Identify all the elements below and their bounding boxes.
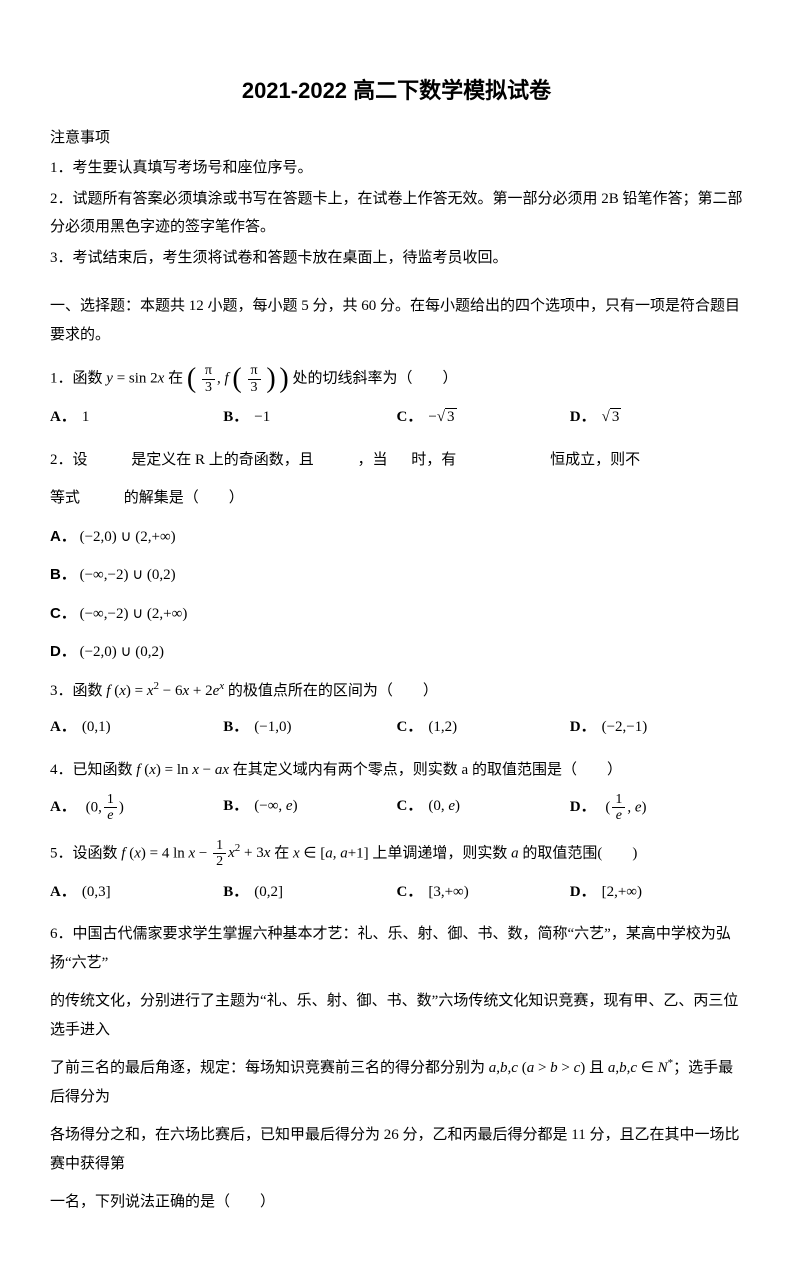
lparen-icon: (: [232, 363, 241, 394]
q2-opt-b: B． (−∞,−2) ∪ (0,2): [50, 561, 743, 590]
lparen-icon: (: [187, 363, 196, 394]
q4-fx: f (x) = ln x − ax: [136, 762, 229, 778]
q1-f: f: [225, 371, 229, 387]
note-1: 1．考生要认真填写考场号和座位序号。: [50, 154, 743, 183]
q1-func: y = sin 2x: [106, 371, 164, 387]
question-1: 1．函数 y = sin 2x 在 ( π 3 , f ( π 3 ) ) 处的…: [50, 363, 743, 395]
question-5: 5．设函数 f (x) = 4 ln x − 12x2 + 3x 在 x ∈ […: [50, 838, 743, 870]
q5-opt-b: B．(0,2]: [223, 878, 396, 907]
q6-abc: a,b,c (a > b > c): [489, 1060, 586, 1076]
q1-opt-c: C．−√3: [397, 403, 570, 432]
q1-frac-a: π 3: [202, 363, 215, 395]
q2-l1c: ，当: [358, 452, 388, 468]
q2-opt-d: D． (−2,0) ∪ (0,2): [50, 638, 743, 667]
question-6-l4: 各场得分之和，在六场比赛后，已知甲最后得分为 26 分，乙和丙最后得分都是 11…: [50, 1121, 743, 1178]
rparen-icon: ): [266, 363, 275, 394]
question-6-l1: 6．中国古代儒家要求学生掌握六种基本才艺：礼、乐、射、御、书、数，简称“六艺”，…: [50, 920, 743, 977]
q5-frac: 12: [213, 838, 226, 870]
sqrt-icon: √3: [437, 408, 457, 425]
q3-pre: 3．函数: [50, 683, 106, 699]
q5-opt-a: A．(0,3]: [50, 878, 223, 907]
q2-l1e: 恒成立，则不: [550, 452, 640, 468]
q3-options: A．(0,1) B．(−1,0) C．(1,2) D．(−2,−1): [50, 713, 743, 742]
question-3: 3．函数 f (x) = x2 − 6x + 2ex 的极值点所在的区间为（ ）: [50, 677, 743, 706]
q4-opt-d: D． (1e, e): [570, 792, 743, 824]
q1-mid: 在: [168, 371, 183, 387]
q1-opt-d: D．√3: [570, 403, 743, 432]
question-6-l3: 了前三名的最后角逐，规定：每场知识竞赛前三名的得分都分别为 a,b,c (a >…: [50, 1054, 743, 1111]
exam-page: 2021-2022 高二下数学模拟试卷 注意事项 1．考生要认真填写考场号和座位…: [0, 0, 793, 1263]
q3-fx: f (x) = x2 − 6x + 2ex: [106, 683, 224, 699]
rparen-icon: ): [279, 363, 288, 394]
note-3: 3．考试结束后，考生须将试卷和答题卡放在桌面上，待监考员收回。: [50, 244, 743, 273]
q5-pre: 5．设函数: [50, 845, 121, 861]
q5-fx: f (x) = 4 ln x −: [121, 845, 211, 861]
q4-options: A． (0,1e) B．(−∞, e) C．(0, e) D． (1e, e): [50, 792, 743, 824]
page-title: 2021-2022 高二下数学模拟试卷: [50, 70, 743, 112]
q4-opt-a: A． (0,1e): [50, 792, 223, 824]
q1-opt-b: B．−1: [223, 403, 396, 432]
q1-options: A．1 B．−1 C．−√3 D．√3: [50, 403, 743, 432]
q3-opt-b: B．(−1,0): [223, 713, 396, 742]
sqrt-icon: √3: [602, 408, 622, 425]
q5-mid: 在 x ∈ [a, a+1] 上单调递增，则实数 a 的取值范围( ): [274, 845, 637, 861]
q2-l1b: 是定义在 R 上的奇函数，且: [131, 452, 314, 468]
q5-opt-d: D．[2,+∞): [570, 878, 743, 907]
question-4: 4．已知函数 f (x) = ln x − ax 在其定义域内有两个零点，则实数…: [50, 756, 743, 785]
q1-post: 处的切线斜率为（ ）: [292, 371, 457, 387]
q6-nstar: a,b,c ∈ N*: [608, 1060, 673, 1076]
q2-l2b: 的解集是（ ）: [124, 490, 244, 506]
q4-a-frac: 1e: [104, 792, 117, 824]
q4-d-frac: 1e: [612, 792, 625, 824]
q2-opt-a: A． (−2,0) ∪ (2,+∞): [50, 523, 743, 552]
q4-opt-c: C．(0, e): [397, 792, 570, 824]
question-2-line2: 等式 的解集是（ ）: [50, 484, 743, 513]
question-2: 2．设 是定义在 R 上的奇函数，且 ，当 时，有 恒成立，则不: [50, 446, 743, 475]
question-6-l5: 一名，下列说法正确的是（ ）: [50, 1188, 743, 1217]
q4-pre: 4．已知函数: [50, 762, 136, 778]
q1-opt-a: A．1: [50, 403, 223, 432]
section-1-header: 一、选择题：本题共 12 小题，每小题 5 分，共 60 分。在每小题给出的四个…: [50, 292, 743, 349]
q1-frac-b: π 3: [248, 363, 261, 395]
q1-pre: 1．函数: [50, 371, 106, 387]
q2-opt-c: C． (−∞,−2) ∪ (2,+∞): [50, 600, 743, 629]
q2-l1d: 时，有: [411, 452, 456, 468]
q4-post: 在其定义域内有两个零点，则实数 a 的取值范围是（ ）: [233, 762, 622, 778]
q5-opt-c: C．[3,+∞): [397, 878, 570, 907]
q3-opt-c: C．(1,2): [397, 713, 570, 742]
question-6-l2: 的传统文化，分别进行了主题为“礼、乐、射、御、书、数”六场传统文化知识竞赛，现有…: [50, 987, 743, 1044]
q3-opt-d: D．(−2,−1): [570, 713, 743, 742]
notes-header: 注意事项: [50, 124, 743, 153]
q2-l2a: 等式: [50, 490, 80, 506]
note-2: 2．试题所有答案必须填涂或书写在答题卡上，在试卷上作答无效。第一部分必须用 2B…: [50, 185, 743, 242]
notes-block: 注意事项 1．考生要认真填写考场号和座位序号。 2．试题所有答案必须填涂或书写在…: [50, 124, 743, 273]
q2-l1a: 2．设: [50, 452, 88, 468]
q3-opt-a: A．(0,1): [50, 713, 223, 742]
q3-post: 的极值点所在的区间为（ ）: [228, 683, 438, 699]
q4-opt-b: B．(−∞, e): [223, 792, 396, 824]
q5-options: A．(0,3] B．(0,2] C．[3,+∞) D．[2,+∞): [50, 878, 743, 907]
